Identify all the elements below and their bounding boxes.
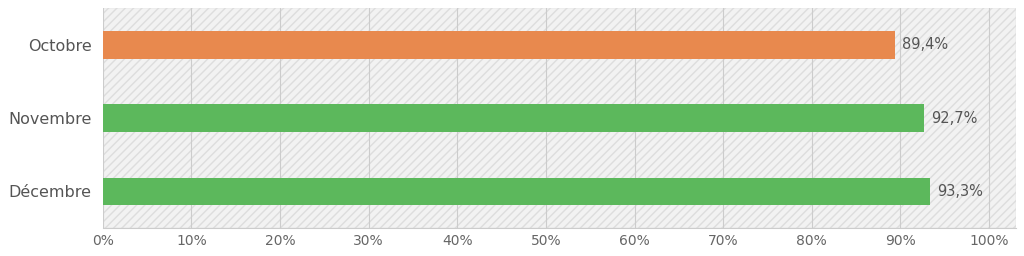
Text: 93,3%: 93,3%: [937, 184, 983, 199]
Text: 92,7%: 92,7%: [932, 111, 978, 126]
Text: 89,4%: 89,4%: [902, 37, 948, 52]
Bar: [102, 104, 925, 132]
Bar: [102, 31, 895, 59]
Bar: [102, 178, 930, 205]
